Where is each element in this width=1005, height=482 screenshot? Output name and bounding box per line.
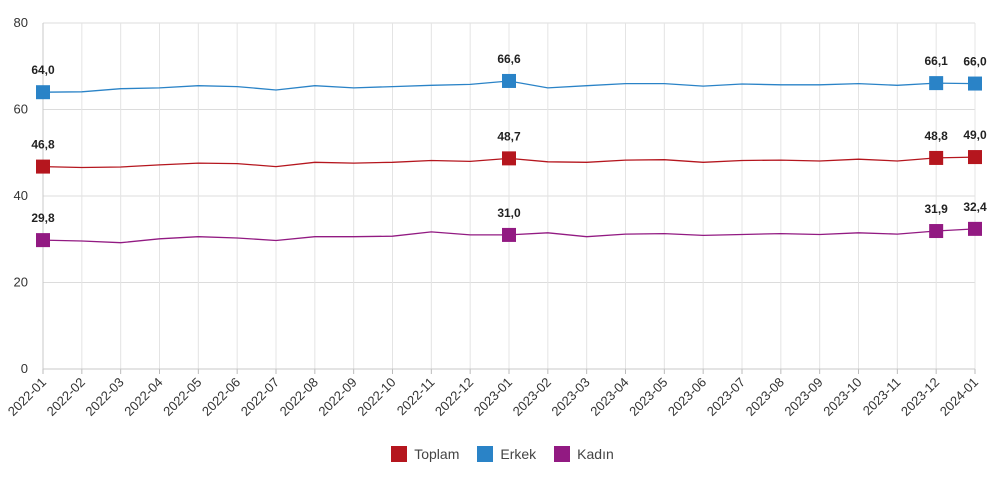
x-tick-label: 2022-07 [238,375,282,419]
data-label-erkek: 66,0 [963,55,987,69]
legend-item-toplam[interactable]: Toplam [391,446,459,462]
data-point-toplam [929,150,944,165]
data-point-toplam [36,159,50,174]
y-tick-label: 80 [14,15,28,30]
data-label-toplam: 48,7 [497,129,521,143]
x-tick-label: 2022-01 [5,375,49,419]
x-tick-label: 2023-06 [665,375,709,419]
x-tick-label: 2023-04 [587,375,631,419]
x-tick-label: 2022-03 [82,375,126,419]
x-tick-label: 2022-05 [160,375,204,419]
data-label-toplam: 49,0 [963,128,987,142]
data-label-toplam: 48,8 [924,129,948,143]
data-label-erkek: 66,1 [924,54,948,68]
x-tick-label: 2023-05 [626,375,670,419]
x-tick-label: 2022-09 [315,375,359,419]
data-point-erkek [968,76,982,91]
x-tick-label: 2022-02 [44,375,88,419]
y-tick-label: 20 [14,275,28,290]
legend-item-erkek[interactable]: Erkek [477,446,536,462]
data-label-erkek: 66,6 [497,52,521,66]
data-point-erkek [502,73,516,88]
x-tick-label: 2022-06 [199,375,243,419]
x-tick-label: 2022-11 [394,375,438,419]
data-point-erkek [929,76,944,91]
x-tick-label: 2024-01 [937,375,981,419]
data-label-kadin: 31,9 [924,202,948,216]
data-label-erkek: 64,0 [31,63,55,77]
x-tick-label: 2023-11 [860,375,904,419]
data-point-erkek [36,85,50,100]
x-tick-label: 2023-10 [820,375,864,419]
data-label-kadin: 32,4 [963,200,987,214]
legend-label-toplam: Toplam [414,446,460,462]
legend-label-erkek: Erkek [500,446,537,462]
x-tick-label: 2022-12 [432,375,476,419]
series-markers [36,73,982,248]
x-tick-label: 2023-01 [471,375,515,419]
legend-swatch-toplam [391,446,408,462]
data-label-toplam: 46,8 [31,138,55,152]
legend-item-kadin[interactable]: Kadın [554,446,614,462]
data-point-kadin [929,224,944,239]
data-point-kadin [36,233,50,248]
x-tick-label: 2023-02 [510,375,554,419]
x-tick-label: 2023-12 [898,375,942,419]
x-tick-label: 2022-08 [277,375,321,419]
data-labels: 46,8 48,7 48,8 49,0 64,0 66,6 66,1 66,0 29,8 31,0… [31,52,987,225]
data-label-kadin: 29,8 [31,211,55,225]
axes: 0204060802022-012022-022022-032022-04202… [5,15,981,419]
legend: Toplam Erkek Kadın [0,443,1005,465]
x-tick-label: 2023-07 [704,375,748,419]
data-point-kadin [502,227,516,242]
data-point-toplam [968,150,982,165]
data-label-kadin: 31,0 [497,206,521,220]
x-tick-label: 2023-03 [548,375,592,419]
x-tick-label: 2022-04 [121,375,165,419]
x-tick-label: 2023-08 [743,375,787,419]
data-point-kadin [968,221,982,236]
legend-label-kadin: Kadın [577,446,614,462]
y-tick-label: 60 [14,102,28,117]
legend-swatch-kadin [554,446,571,462]
line-chart: 0204060802022-012022-022022-032022-04202… [5,15,987,419]
y-tick-label: 40 [14,188,28,203]
y-tick-label: 0 [21,361,28,376]
legend-swatch-erkek [477,446,494,462]
x-tick-label: 2022-10 [354,375,398,419]
x-tick-label: 2023-09 [781,375,825,419]
data-point-toplam [502,151,516,166]
